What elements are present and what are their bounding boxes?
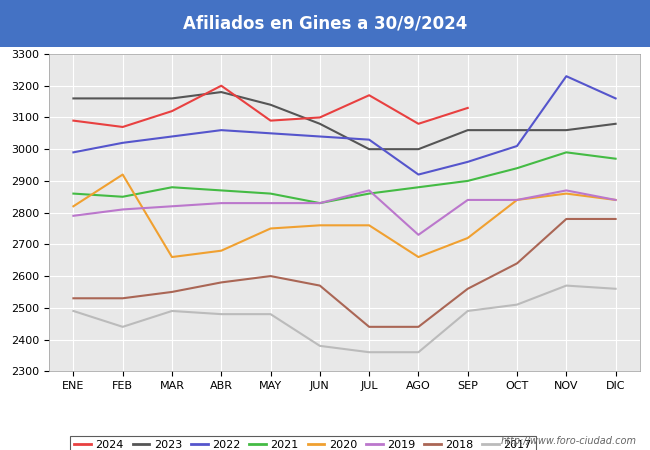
Legend: 2024, 2023, 2022, 2021, 2020, 2019, 2018, 2017: 2024, 2023, 2022, 2021, 2020, 2019, 2018… bbox=[70, 436, 536, 450]
Text: http://www.foro-ciudad.com: http://www.foro-ciudad.com bbox=[501, 436, 637, 446]
Text: Afiliados en Gines a 30/9/2024: Afiliados en Gines a 30/9/2024 bbox=[183, 14, 467, 33]
